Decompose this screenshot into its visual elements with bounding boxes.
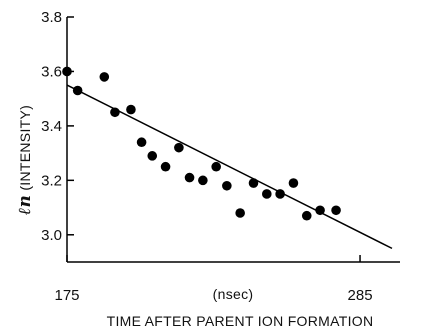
svg-text:ℓn (INTENSITY): ℓn (INTENSITY): [15, 105, 35, 215]
data-points: [62, 66, 341, 221]
data-point: [275, 189, 285, 199]
fit-line: [66, 84, 393, 250]
data-point: [147, 151, 158, 161]
data-point: [262, 189, 272, 199]
data-point: [110, 107, 120, 118]
y-axis-label-prefix: ℓn: [15, 195, 35, 215]
data-point: [288, 178, 299, 188]
x-tick-label: 175: [54, 287, 79, 304]
x-axis-label: TIME AFTER PARENT ION FORMATION: [107, 313, 374, 329]
plot-axes: [66, 17, 400, 263]
data-point: [211, 161, 221, 172]
data-point: [62, 66, 72, 77]
x-tick-label: 285: [348, 287, 373, 304]
y-tick-label: 3.4: [41, 118, 62, 135]
data-point: [72, 85, 83, 96]
data-point: [248, 178, 259, 188]
fit-line-group: [66, 84, 393, 250]
y-tick-label: 3.6: [41, 63, 62, 80]
data-point: [222, 180, 232, 191]
y-tick-label: 3.8: [41, 9, 62, 26]
data-point: [136, 137, 147, 148]
data-point: [301, 210, 312, 221]
y-axis-label-text: (INTENSITY): [17, 105, 33, 191]
x-ticks: 175 285: [54, 255, 373, 304]
y-tick-label: 3.2: [41, 172, 62, 189]
y-axis-label: ℓn (INTENSITY): [15, 105, 35, 215]
y-tick-label: 3.0: [41, 227, 62, 244]
data-point: [174, 142, 184, 153]
data-point: [198, 175, 208, 186]
data-point: [99, 72, 110, 82]
y-ticks: 3.0 3.2 3.4 3.6 3.8: [41, 9, 74, 244]
data-point: [235, 208, 245, 218]
data-point: [331, 205, 341, 216]
data-point: [126, 104, 136, 115]
x-unit-label: (nsec): [213, 286, 254, 302]
data-point: [184, 172, 195, 183]
data-point: [315, 205, 325, 216]
data-point: [160, 161, 171, 172]
